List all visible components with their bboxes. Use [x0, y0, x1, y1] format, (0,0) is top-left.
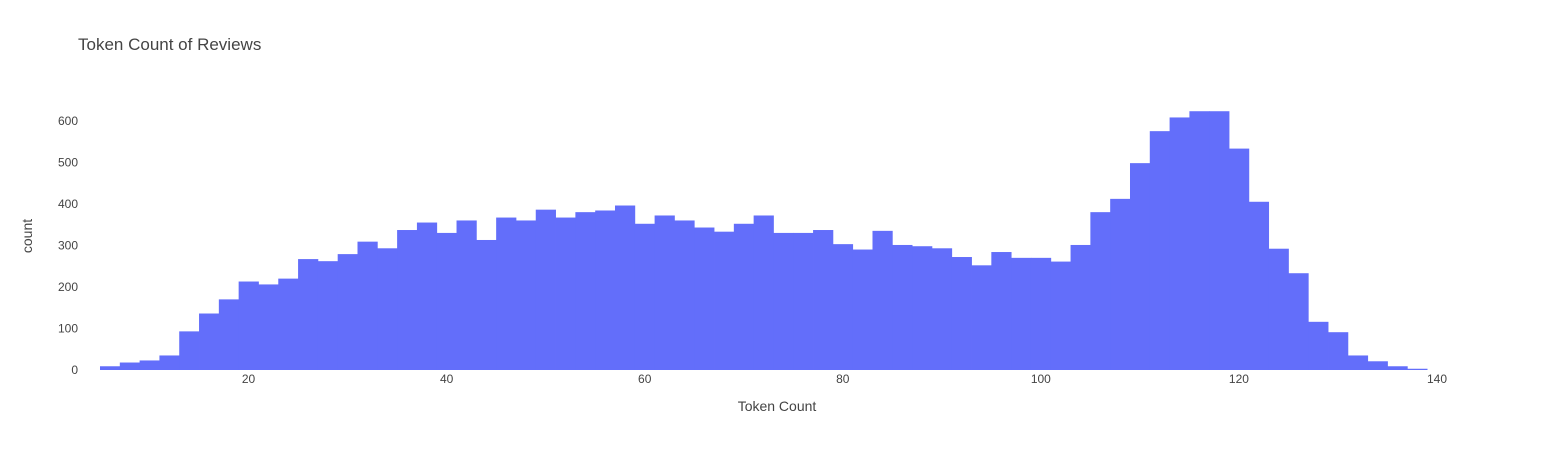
x-tick-labels: 20 40 60 80 100 120 140	[242, 372, 1447, 386]
histogram-bar	[139, 360, 160, 370]
histogram-bar	[1030, 257, 1052, 370]
histogram-bar	[1090, 212, 1111, 370]
histogram-bar	[773, 232, 794, 370]
x-tick-label: 120	[1229, 372, 1249, 386]
histogram-bar	[1169, 117, 1190, 370]
histogram-bar	[674, 220, 695, 370]
y-tick-label: 0	[71, 363, 78, 377]
histogram-bar	[1229, 148, 1250, 370]
bars-layer	[100, 111, 1428, 370]
histogram-bar	[714, 231, 735, 370]
x-tick-label: 140	[1427, 372, 1447, 386]
histogram-bar	[991, 252, 1012, 370]
x-tick-label: 40	[440, 372, 454, 386]
histogram-bar	[892, 244, 913, 370]
histogram-bar	[1387, 366, 1408, 370]
histogram-bar	[456, 220, 477, 370]
histogram-bar	[1288, 273, 1309, 370]
y-tick-label: 200	[58, 280, 78, 294]
histogram-bar	[1050, 261, 1071, 370]
histogram-bar	[377, 248, 398, 370]
histogram-bar	[575, 212, 596, 370]
x-tick-label: 80	[836, 372, 850, 386]
histogram-bar	[1110, 198, 1131, 370]
histogram-bar	[1248, 201, 1270, 370]
histogram-bar	[872, 230, 893, 370]
y-tick-labels: 0 100 200 300 400 500 600	[58, 114, 78, 377]
histogram-bar	[912, 246, 933, 370]
histogram-bar	[218, 299, 240, 370]
histogram-bar	[1189, 111, 1210, 370]
histogram-bar	[1129, 163, 1151, 370]
y-tick-label: 600	[58, 114, 78, 128]
histogram-bar	[654, 215, 675, 370]
histogram-bar	[1070, 244, 1091, 370]
histogram-bar	[793, 232, 814, 370]
histogram-bar	[753, 215, 774, 370]
histogram-bar	[733, 223, 755, 370]
histogram-bar	[951, 257, 972, 370]
histogram-bar	[397, 230, 418, 370]
histogram-bar	[357, 241, 378, 370]
x-tick-label: 60	[638, 372, 652, 386]
histogram-bar	[852, 249, 873, 370]
histogram-bar	[555, 217, 576, 370]
histogram-bar	[931, 248, 953, 370]
x-tick-label: 20	[242, 372, 256, 386]
histogram-bar	[1347, 355, 1369, 370]
histogram-bar	[694, 227, 715, 370]
histogram-bar	[337, 254, 358, 370]
histogram-bar	[159, 355, 180, 370]
histogram-bar	[1407, 368, 1428, 370]
histogram-bar	[238, 281, 259, 370]
histogram-bar	[298, 259, 319, 370]
histogram-bar	[1149, 131, 1170, 370]
y-tick-label: 100	[58, 321, 78, 335]
histogram-bar	[1011, 257, 1032, 370]
histogram-bar	[634, 223, 656, 370]
histogram-bar	[416, 222, 438, 370]
histogram-bar	[1308, 321, 1329, 370]
histogram-bar	[971, 265, 992, 370]
histogram-bar	[476, 239, 497, 370]
y-axis-title: count	[19, 219, 35, 253]
histogram-bar	[317, 261, 339, 370]
histogram-bar	[595, 210, 616, 370]
histogram-bar	[100, 366, 121, 370]
histogram-bar	[199, 313, 220, 370]
histogram-bar	[535, 209, 556, 370]
histogram-bar	[614, 205, 636, 370]
y-tick-label: 500	[58, 155, 78, 169]
histogram-bar	[179, 331, 200, 370]
histogram-bar	[515, 220, 537, 370]
histogram-bar	[258, 284, 279, 370]
histogram-bar	[496, 217, 517, 370]
histogram-bar	[1328, 332, 1349, 370]
histogram-bar	[1268, 248, 1289, 370]
histogram-bar	[832, 244, 854, 370]
y-tick-label: 400	[58, 197, 78, 211]
histogram-bar	[278, 278, 299, 370]
x-tick-label: 100	[1031, 372, 1051, 386]
histogram-bar	[436, 232, 457, 370]
chart-title: Token Count of Reviews	[78, 35, 261, 54]
y-tick-label: 300	[58, 238, 78, 252]
x-axis-title: Token Count	[738, 398, 817, 414]
histogram-bar	[119, 362, 141, 370]
histogram-bar	[1367, 361, 1388, 370]
histogram-bar	[813, 230, 834, 370]
histogram-bar	[1209, 111, 1230, 370]
